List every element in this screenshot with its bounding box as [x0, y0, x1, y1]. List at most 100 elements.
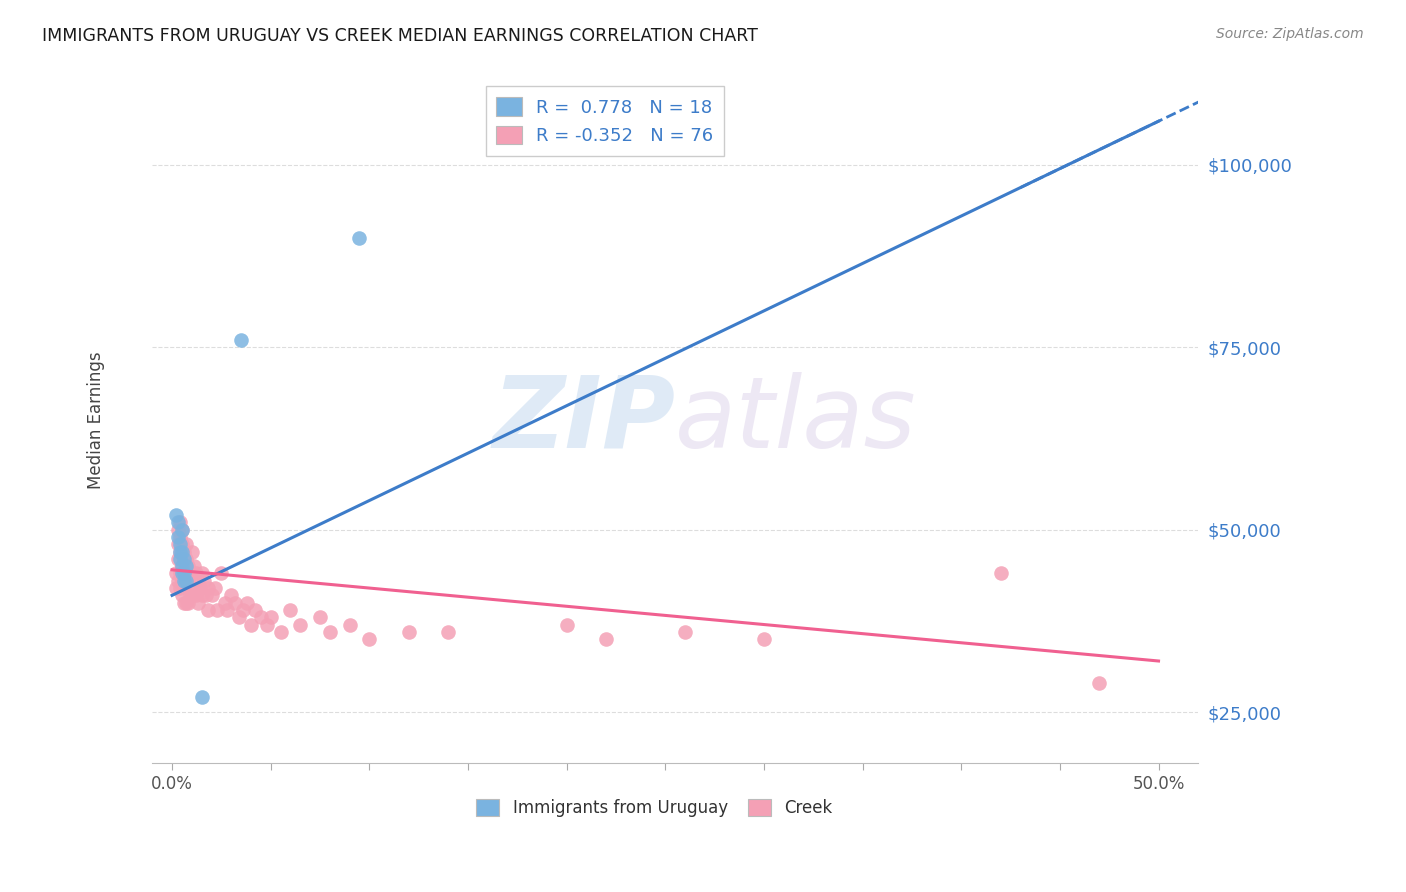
Point [174, 552, 197, 566]
Point [169, 552, 191, 566]
Point [319, 624, 342, 639]
Point [177, 574, 200, 588]
Point [437, 624, 460, 639]
Point [187, 574, 209, 588]
Point [207, 603, 229, 617]
Point [170, 588, 193, 602]
Point [170, 523, 193, 537]
Point [169, 566, 191, 581]
Point [219, 588, 242, 602]
Point [204, 581, 226, 595]
Point [243, 603, 266, 617]
Point [197, 581, 219, 595]
Point [179, 566, 201, 581]
Point [169, 516, 191, 530]
Point [167, 516, 190, 530]
Point [290, 617, 312, 632]
Point [270, 624, 292, 639]
Point [339, 617, 361, 632]
Point [173, 574, 195, 588]
Point [1088, 676, 1111, 690]
Point [169, 581, 191, 595]
Point [260, 610, 283, 624]
Point [236, 596, 259, 610]
Point [398, 624, 420, 639]
Point [184, 588, 207, 602]
Point [173, 566, 195, 581]
Point [184, 566, 207, 581]
Point [177, 559, 200, 574]
Point [173, 559, 195, 574]
Point [173, 596, 195, 610]
Point [173, 552, 195, 566]
Point [309, 610, 332, 624]
Point [167, 523, 190, 537]
Point [555, 617, 578, 632]
Point [167, 530, 190, 544]
Point [194, 588, 217, 602]
Point [190, 566, 212, 581]
Point [170, 566, 193, 581]
Point [179, 588, 201, 602]
Point [256, 617, 278, 632]
Point [174, 559, 197, 574]
Point [990, 566, 1012, 581]
Point [170, 559, 193, 574]
Point [359, 632, 381, 647]
Point [180, 566, 202, 581]
Point [169, 537, 191, 551]
Point [170, 523, 193, 537]
Y-axis label: Median Earnings: Median Earnings [87, 351, 105, 489]
Point [173, 574, 195, 588]
Point [170, 544, 193, 558]
Point [183, 559, 205, 574]
Point [174, 574, 197, 588]
Point [180, 544, 202, 558]
Point [673, 624, 696, 639]
Point [165, 581, 187, 595]
Point [240, 617, 263, 632]
Point [595, 632, 617, 647]
Point [228, 610, 250, 624]
Point [174, 596, 197, 610]
Point [214, 596, 236, 610]
Text: atlas: atlas [675, 372, 917, 469]
Legend: Immigrants from Uruguay, Creek: Immigrants from Uruguay, Creek [470, 792, 839, 823]
Point [193, 574, 215, 588]
Point [188, 581, 211, 595]
Point [187, 596, 209, 610]
Point [200, 588, 222, 602]
Point [167, 574, 190, 588]
Point [170, 574, 193, 588]
Point [197, 603, 219, 617]
Point [183, 581, 205, 595]
Point [170, 537, 193, 551]
Point [190, 690, 212, 705]
Point [349, 231, 371, 245]
Point [169, 544, 191, 558]
Point [169, 544, 191, 558]
Point [165, 508, 187, 522]
Point [229, 333, 252, 347]
Point [177, 596, 200, 610]
Point [217, 603, 239, 617]
Point [174, 537, 197, 551]
Point [250, 610, 273, 624]
Text: IMMIGRANTS FROM URUGUAY VS CREEK MEDIAN EARNINGS CORRELATION CHART: IMMIGRANTS FROM URUGUAY VS CREEK MEDIAN … [42, 27, 758, 45]
Point [190, 588, 212, 602]
Point [167, 537, 190, 551]
Point [165, 566, 187, 581]
Point [167, 552, 190, 566]
Text: Source: ZipAtlas.com: Source: ZipAtlas.com [1216, 27, 1364, 41]
Point [224, 596, 246, 610]
Point [169, 530, 191, 544]
Text: ZIP: ZIP [492, 372, 675, 469]
Point [170, 559, 193, 574]
Point [752, 632, 775, 647]
Point [173, 544, 195, 558]
Point [209, 566, 232, 581]
Point [280, 603, 302, 617]
Point [174, 574, 197, 588]
Point [232, 603, 254, 617]
Point [180, 588, 202, 602]
